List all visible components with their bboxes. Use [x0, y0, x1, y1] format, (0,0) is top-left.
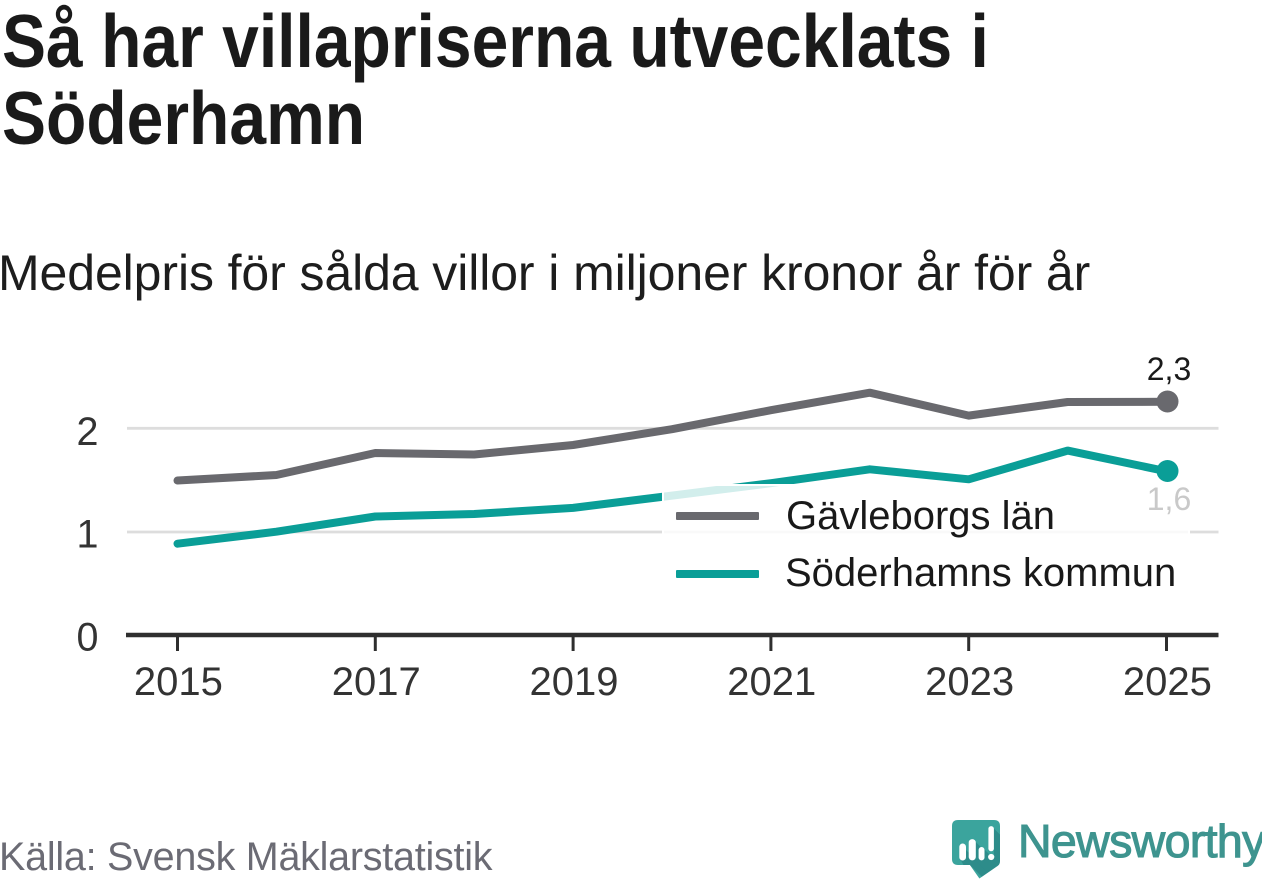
svg-text:1,6: 1,6	[1147, 481, 1191, 517]
svg-text:2017: 2017	[332, 660, 421, 704]
svg-text:0: 0	[77, 615, 99, 659]
svg-text:Gävleborgs län: Gävleborgs län	[786, 494, 1055, 538]
svg-text:2021: 2021	[727, 660, 816, 704]
svg-text:2025: 2025	[1123, 660, 1212, 704]
svg-text:2019: 2019	[530, 660, 619, 704]
svg-text:1: 1	[77, 513, 99, 557]
svg-text:Newsworthy: Newsworthy	[1018, 815, 1262, 867]
svg-text:Söderhamns kommun: Söderhamns kommun	[785, 551, 1176, 595]
svg-text:2,3: 2,3	[1147, 351, 1191, 387]
svg-text:2015: 2015	[134, 660, 223, 704]
svg-text:2023: 2023	[925, 660, 1014, 704]
svg-text:2: 2	[77, 410, 99, 454]
